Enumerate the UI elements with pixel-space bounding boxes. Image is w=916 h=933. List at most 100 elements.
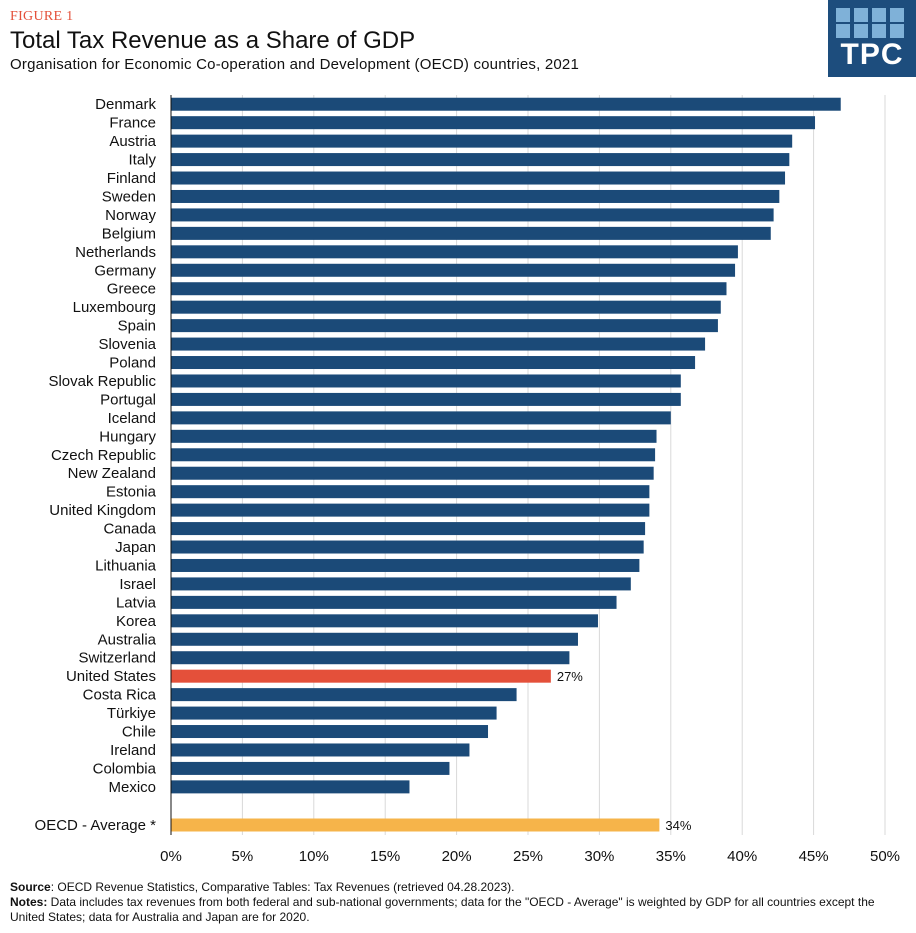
- bar: [171, 429, 657, 443]
- bar: [171, 226, 771, 240]
- x-tick-label: 30%: [584, 848, 614, 865]
- category-label: Poland: [109, 355, 156, 372]
- category-label: Belgium: [102, 225, 156, 242]
- chart-subtitle: Organisation for Economic Co-operation a…: [10, 56, 580, 73]
- source-label: Source: [10, 880, 51, 894]
- category-label: Greece: [107, 281, 156, 298]
- category-label: Hungary: [99, 428, 156, 445]
- figure-label: FIGURE 1: [10, 9, 74, 24]
- bar: [171, 651, 570, 665]
- bar: [171, 540, 644, 554]
- bar: [171, 725, 489, 739]
- category-label: Canada: [103, 521, 156, 538]
- bar: [171, 392, 681, 406]
- category-label: Switzerland: [78, 650, 156, 667]
- category-label: Ireland: [110, 742, 156, 759]
- category-label: Lithuania: [95, 557, 157, 574]
- bar: [171, 780, 410, 794]
- category-label: Italy: [128, 152, 156, 169]
- category-label: Sweden: [102, 188, 156, 205]
- category-label: Czech Republic: [51, 447, 157, 464]
- category-label: Australia: [98, 631, 157, 648]
- category-label: France: [109, 115, 156, 132]
- chart-notes: Source: OECD Revenue Statistics, Compara…: [10, 880, 906, 925]
- bar: [171, 134, 793, 148]
- bar: [171, 282, 727, 296]
- category-label: Germany: [94, 262, 156, 279]
- category-label: Japan: [115, 539, 156, 556]
- category-label: United States: [66, 668, 156, 685]
- x-tick-label: 25%: [513, 848, 543, 865]
- category-label: Slovak Republic: [48, 373, 156, 390]
- notes-text: Data includes tax revenues from both fed…: [10, 895, 875, 924]
- x-tick-label: 0%: [160, 848, 182, 865]
- category-label: Luxembourg: [73, 299, 156, 316]
- bar: [171, 688, 517, 702]
- average-bar: [171, 818, 660, 832]
- bar: [171, 356, 696, 370]
- category-label: Chile: [122, 724, 156, 741]
- bar: [171, 466, 654, 480]
- x-tick-label: 5%: [232, 848, 254, 865]
- x-tick-label: 45%: [799, 848, 829, 865]
- bar: [171, 448, 656, 462]
- notes-label: Notes:: [10, 895, 48, 909]
- x-tick-label: 15%: [370, 848, 400, 865]
- bar: [171, 632, 578, 646]
- bar: [171, 595, 617, 609]
- category-label: Costa Rica: [83, 687, 157, 704]
- bar: [171, 706, 497, 720]
- category-label: Mexico: [108, 779, 156, 796]
- bar: [171, 577, 631, 591]
- category-label: Denmark: [95, 96, 156, 113]
- category-label: Portugal: [100, 391, 156, 408]
- category-label: Iceland: [108, 410, 156, 427]
- bar: [171, 411, 671, 425]
- bar: [171, 614, 598, 628]
- bar: [171, 743, 470, 757]
- x-tick-label: 40%: [727, 848, 757, 865]
- x-tick-label: 20%: [442, 848, 472, 865]
- category-label: Austria: [109, 133, 156, 150]
- source-text: : OECD Revenue Statistics, Comparative T…: [50, 880, 515, 894]
- bar: [171, 503, 650, 517]
- notes-line: Notes: Data includes tax revenues from b…: [10, 895, 906, 925]
- category-label: Norway: [105, 207, 156, 224]
- bar: [171, 319, 718, 333]
- bar: [171, 761, 450, 775]
- bar: [171, 245, 738, 259]
- category-label: Finland: [107, 170, 156, 187]
- bar: [171, 171, 786, 185]
- category-label: New Zealand: [68, 465, 156, 482]
- tpc-logo: TPC: [828, 0, 916, 77]
- bar: [171, 263, 736, 277]
- bar: [171, 208, 774, 222]
- x-tick-label: 50%: [870, 848, 900, 865]
- category-label: Estonia: [106, 484, 157, 501]
- category-label: Netherlands: [75, 244, 156, 261]
- category-label: Israel: [119, 576, 156, 593]
- category-label: Türkiye: [107, 705, 156, 722]
- x-tick-label: 10%: [299, 848, 329, 865]
- average-data-label: 34%: [665, 818, 691, 833]
- logo-text: TPC: [840, 38, 904, 71]
- bar-chart: 0% 5% 10% 15% 20% 25% 30% 35% 40% 45% 50% Denmark Fr…: [35, 95, 900, 865]
- bar: [171, 374, 681, 388]
- bar: [171, 116, 816, 130]
- bar: [171, 300, 721, 314]
- bar: [171, 558, 640, 572]
- chart-title: Total Tax Revenue as a Share of GDP: [10, 27, 416, 54]
- bar: [171, 97, 841, 111]
- category-label: Korea: [116, 613, 157, 630]
- category-label: Latvia: [116, 594, 157, 611]
- category-label: Spain: [118, 318, 156, 335]
- average-category-label: OECD - Average *: [35, 817, 157, 834]
- bar: [171, 337, 706, 351]
- bar: [171, 669, 551, 683]
- data-label: 27%: [557, 669, 583, 684]
- bar: [171, 189, 780, 203]
- category-label: Colombia: [93, 760, 157, 777]
- category-label: United Kingdom: [49, 502, 156, 519]
- bar: [171, 153, 790, 167]
- source-line: Source: OECD Revenue Statistics, Compara…: [10, 880, 906, 895]
